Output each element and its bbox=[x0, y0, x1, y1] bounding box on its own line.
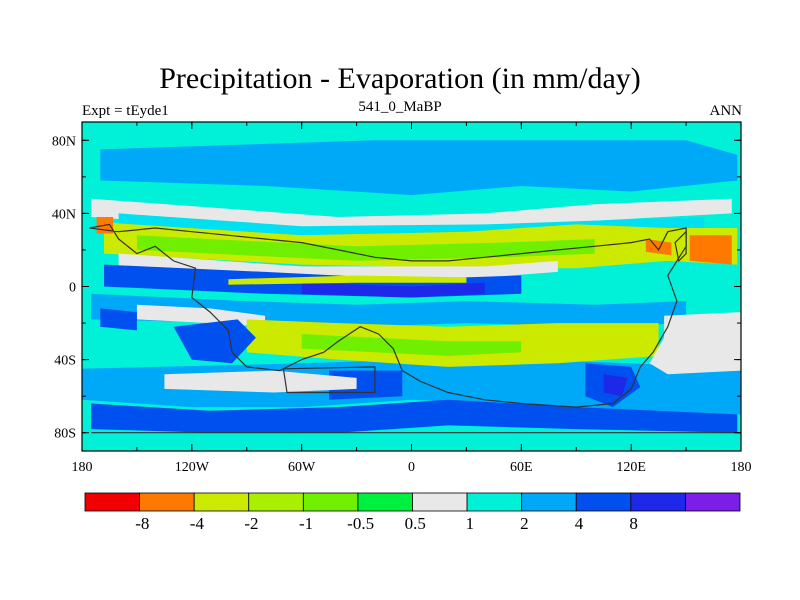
experiment-label: Expt = tEyde1 bbox=[82, 103, 169, 119]
colorbar-box-2 bbox=[193, 492, 250, 512]
field-region-24 bbox=[164, 370, 357, 393]
lat-tick-label: 40S bbox=[54, 354, 76, 369]
lon-tick-label: 120E bbox=[616, 460, 646, 475]
lat-tick-label: 80N bbox=[52, 134, 76, 149]
colorbar-box-7 bbox=[466, 492, 523, 512]
colorbar-box-4 bbox=[302, 492, 359, 512]
lon-tick-label: 60E bbox=[510, 460, 533, 475]
lat-tick-label: 0 bbox=[69, 281, 76, 296]
colorbar-label: 0.5 bbox=[405, 514, 426, 533]
lon-tick-label: 0 bbox=[408, 460, 415, 475]
field-region-18 bbox=[100, 308, 137, 331]
colorbar-label: 8 bbox=[629, 514, 638, 533]
lon-tick-label: 180 bbox=[731, 460, 752, 475]
field-region-0 bbox=[100, 140, 738, 196]
colorbar-box-3 bbox=[248, 492, 304, 512]
season-label: ANN bbox=[709, 103, 743, 119]
coastline-2 bbox=[674, 230, 687, 263]
lat-tick-label: 40N bbox=[52, 207, 76, 222]
colorbar-label: -0.5 bbox=[347, 514, 374, 533]
contour-field bbox=[82, 122, 741, 451]
colorbar-label: 4 bbox=[575, 514, 584, 533]
colorbar: -8 -4 -2 -1 -0.5 0.5 1 2 4 8 bbox=[84, 492, 741, 533]
colorbar-box-5 bbox=[357, 492, 413, 512]
colorbar-label: -1 bbox=[299, 514, 313, 533]
colorbar-label: -2 bbox=[244, 514, 258, 533]
field-region-11 bbox=[301, 282, 485, 298]
field-region-12 bbox=[228, 275, 467, 285]
coastline-0 bbox=[89, 223, 687, 408]
colorbar-box-8 bbox=[521, 492, 577, 512]
field-region-16 bbox=[301, 334, 522, 356]
coastline-1 bbox=[282, 366, 376, 394]
colorbar-box-10 bbox=[630, 492, 686, 512]
coastline-outlines bbox=[89, 223, 741, 434]
colorbar-box-11 bbox=[685, 492, 741, 512]
colorbar-box-9 bbox=[575, 492, 632, 512]
axis-ticks: 80N 40N 0 40S 80S 180 120W 60W 0 60E 120E 180 bbox=[52, 122, 752, 475]
colorbar-label: -8 bbox=[135, 514, 149, 533]
lon-tick-label: 180 bbox=[72, 460, 93, 475]
field-region-7 bbox=[689, 235, 732, 265]
lon-tick-label: 120W bbox=[175, 460, 210, 475]
colorbar-box-0 bbox=[84, 492, 140, 512]
colorbar-box-1 bbox=[139, 492, 195, 512]
lon-tick-label: 60W bbox=[288, 460, 316, 475]
lat-tick-label: 80S bbox=[54, 427, 76, 442]
plot-title: Precipitation - Evaporation (in mm/day) bbox=[159, 62, 641, 95]
field-region-19 bbox=[173, 319, 256, 364]
time-label: 541_0_MaBP bbox=[358, 99, 442, 115]
field-region-5 bbox=[136, 235, 595, 261]
colorbar-box-6 bbox=[412, 492, 468, 512]
field-region-22 bbox=[603, 374, 628, 397]
colorbar-label: 1 bbox=[466, 514, 475, 533]
field-region-25 bbox=[82, 432, 741, 451]
colorbar-label: 2 bbox=[520, 514, 529, 533]
field-region-17 bbox=[649, 312, 741, 375]
colorbar-label: -4 bbox=[190, 514, 205, 533]
field-region-23 bbox=[91, 399, 738, 433]
